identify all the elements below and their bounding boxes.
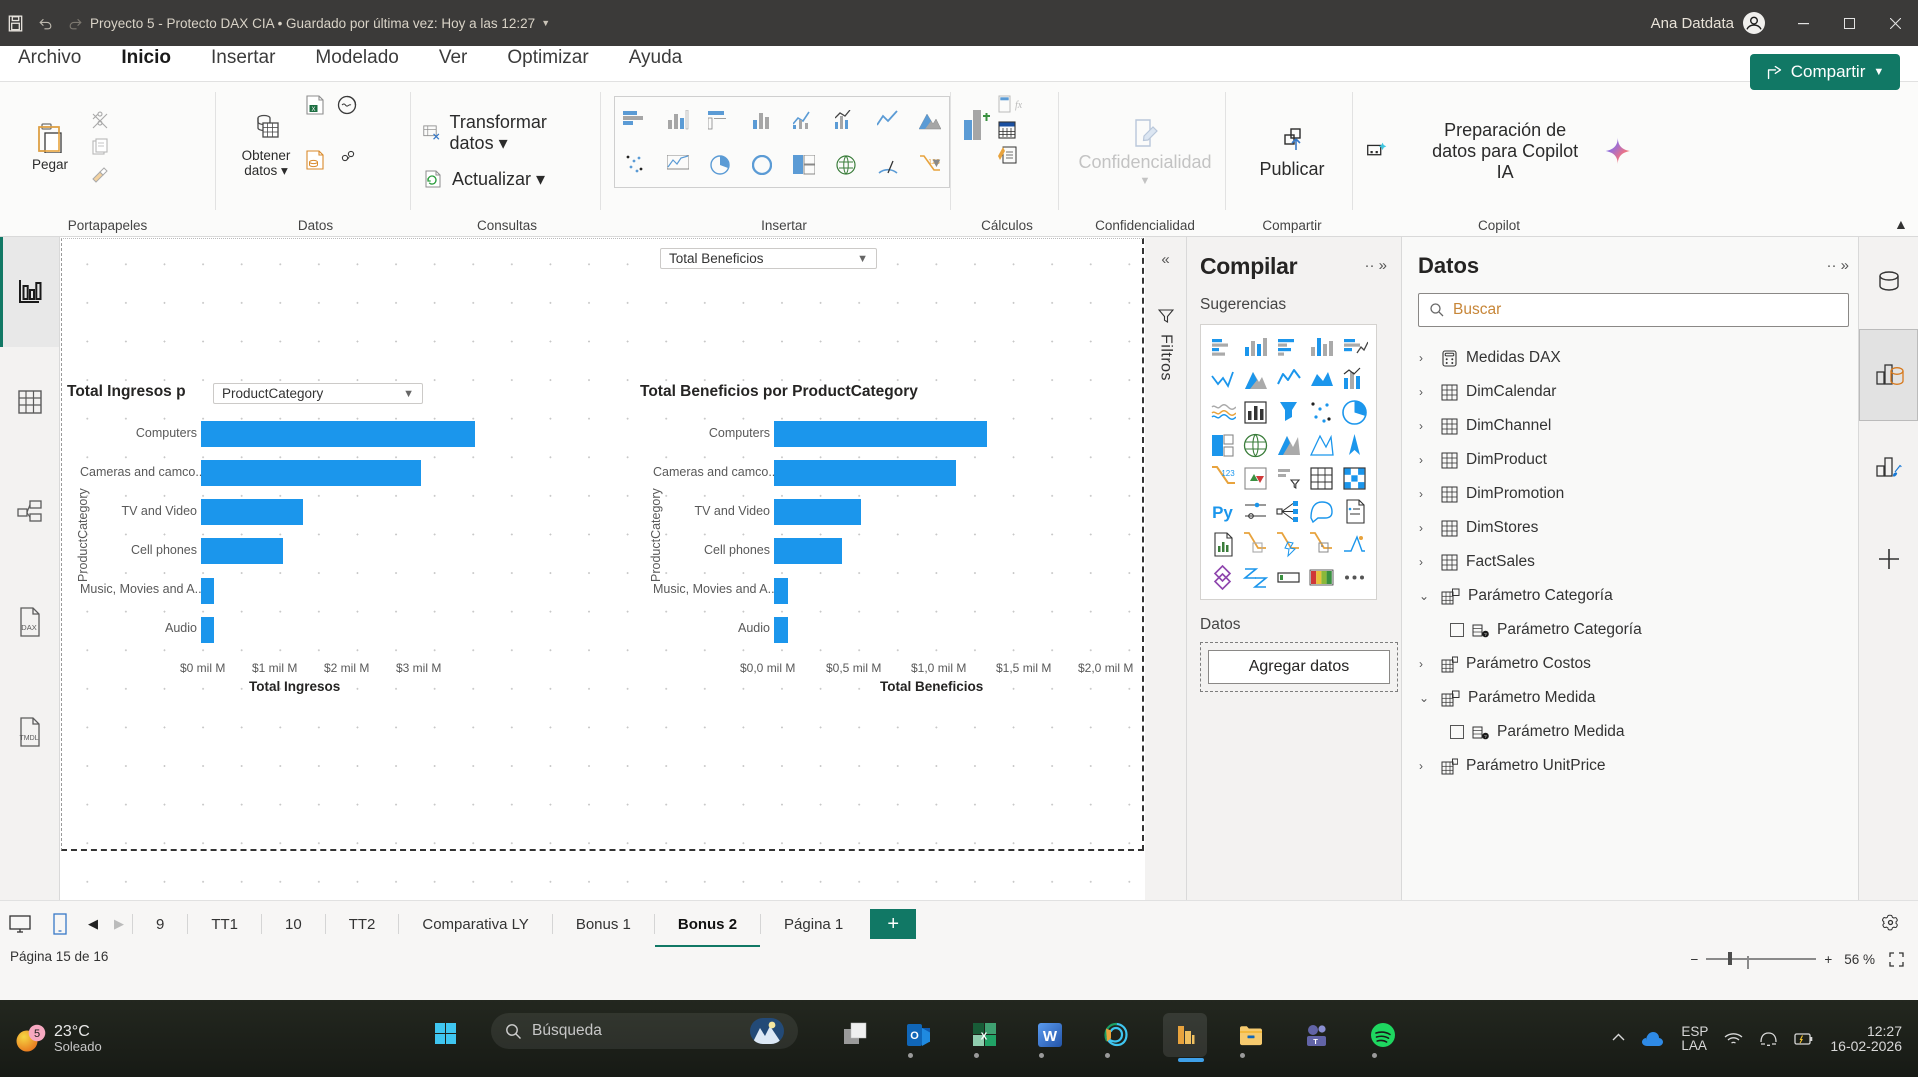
svg-text:Py: Py: [1212, 503, 1233, 522]
svg-text:TMDL: TMDL: [19, 735, 38, 742]
svg-text:X: X: [311, 107, 315, 113]
svg-text:fx: fx: [1015, 100, 1022, 111]
svg-text:123: 123: [1221, 469, 1235, 478]
svg-text:X: X: [981, 1032, 988, 1043]
svg-text:5: 5: [34, 1028, 40, 1040]
svg-text:DAX: DAX: [21, 623, 36, 632]
svg-text:T: T: [1313, 1037, 1318, 1046]
svg-text:O: O: [910, 1030, 919, 1042]
svg-text:W: W: [1043, 1028, 1058, 1045]
